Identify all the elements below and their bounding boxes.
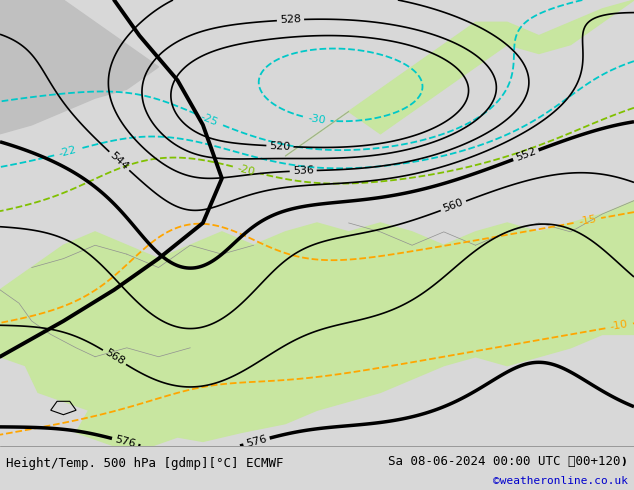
Text: 560: 560: [442, 197, 465, 214]
Polygon shape: [285, 0, 634, 156]
Text: -15: -15: [578, 214, 597, 227]
Polygon shape: [0, 201, 634, 446]
Text: -30: -30: [307, 113, 327, 125]
Polygon shape: [32, 366, 95, 388]
Text: 576: 576: [245, 434, 268, 449]
Text: 528: 528: [280, 14, 301, 25]
Polygon shape: [0, 0, 158, 134]
Text: Sa 08-06-2024 00:00 UTC ❠00+120❫: Sa 08-06-2024 00:00 UTC ❠00+120❫: [387, 455, 628, 468]
Text: 568: 568: [103, 347, 126, 367]
Text: 520: 520: [269, 141, 290, 152]
Text: -25: -25: [198, 111, 219, 127]
Text: -10: -10: [609, 319, 629, 332]
Text: 576: 576: [113, 435, 136, 449]
Text: 552: 552: [514, 147, 538, 163]
Text: -20: -20: [236, 163, 257, 177]
Text: ©weatheronline.co.uk: ©weatheronline.co.uk: [493, 476, 628, 486]
Text: 544: 544: [108, 150, 131, 172]
Text: Height/Temp. 500 hPa [gdmp][°C] ECMWF: Height/Temp. 500 hPa [gdmp][°C] ECMWF: [6, 457, 284, 470]
Text: 536: 536: [292, 166, 314, 176]
Text: -22: -22: [58, 145, 78, 159]
